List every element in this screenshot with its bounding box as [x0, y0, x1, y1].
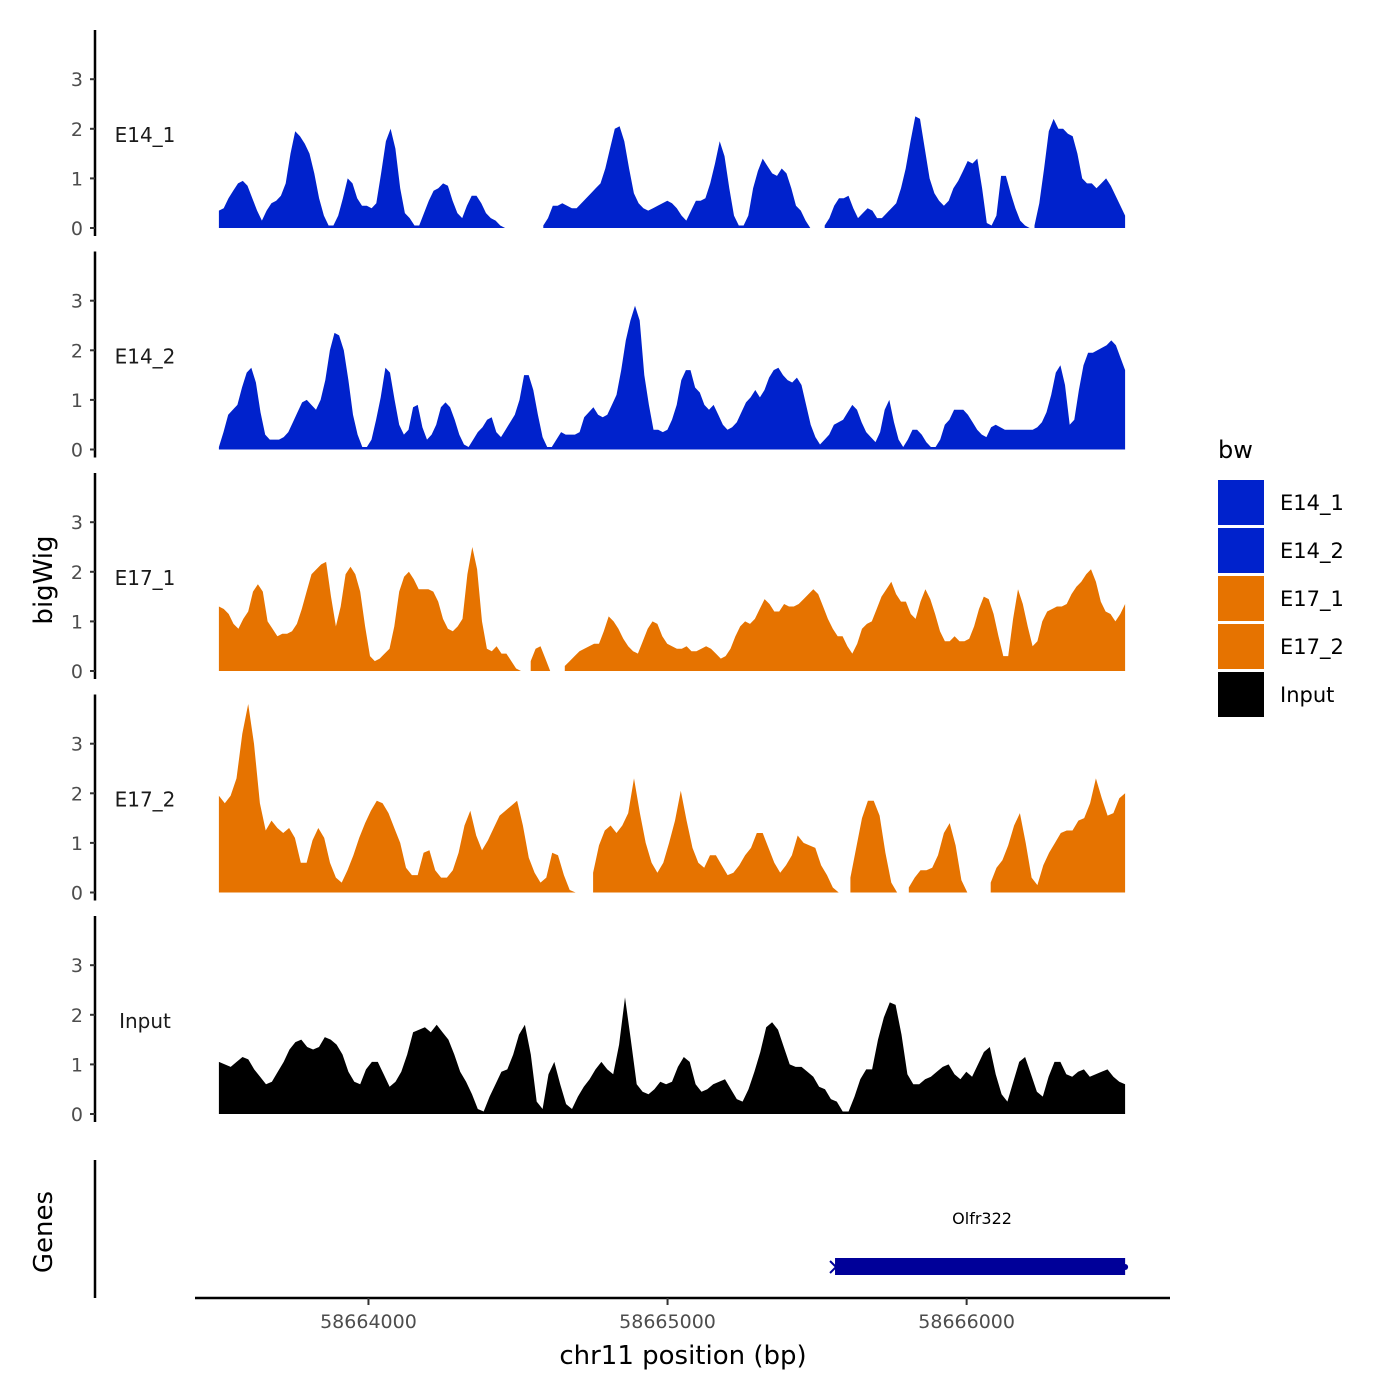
x-axis: 58664000 58665000 58666000 [195, 1296, 1170, 1333]
y-axis-title: bigWig [29, 535, 59, 624]
legend-swatch [1218, 576, 1264, 621]
x-tick-label: 58664000 [320, 1311, 417, 1333]
signal-area [218, 997, 1126, 1114]
legend-label: E17_1 [1280, 587, 1344, 612]
signal-area [218, 547, 1126, 671]
y-tick-label: 0 [71, 883, 83, 905]
track-label: E17_1 [115, 566, 176, 590]
y-tick-label: 1 [71, 168, 83, 190]
y-tick-label: 2 [71, 562, 83, 584]
legend-title: bw [1218, 436, 1253, 464]
y-tick-label: 0 [71, 218, 83, 240]
track-e17-1: 0 1 2 3 E17_1 [71, 473, 1126, 683]
signal-area [218, 116, 1126, 228]
track-label: E14_2 [115, 345, 176, 369]
y-tick-label: 0 [71, 661, 83, 683]
legend-label: E17_2 [1280, 635, 1344, 660]
track-label: Input [119, 1009, 171, 1033]
track-panels: 0 1 2 3 E14_1 0 1 2 3 E14_2 0 1 2 3 E17_1 0 1 2 3 E17_2 0 1 2 3… [71, 30, 1126, 1126]
y-tick-label: 3 [71, 69, 83, 91]
gene-end-mark [1122, 1264, 1129, 1270]
legend-swatch [1218, 528, 1264, 573]
legend-swatch [1218, 480, 1264, 525]
track-label: E14_1 [115, 123, 176, 147]
x-axis-title: chr11 position (bp) [559, 1341, 806, 1371]
y-tick-label: 3 [71, 955, 83, 977]
y-tick-label: 2 [71, 119, 83, 141]
track-e17-2: 0 1 2 3 E17_2 [71, 694, 1126, 905]
y-tick-label: 2 [71, 783, 83, 805]
y-tick-label: 0 [71, 1104, 83, 1126]
x-tick-label: 58665000 [619, 1311, 716, 1333]
legend-swatch [1218, 672, 1264, 717]
y-tick-label: 2 [71, 1005, 83, 1027]
y-tick-label: 1 [71, 611, 83, 633]
y-tick-label: 0 [71, 440, 83, 462]
signal-area [218, 305, 1126, 450]
y-tick-label: 3 [71, 291, 83, 313]
track-e14-1: 0 1 2 3 E14_1 [71, 30, 1126, 240]
legend-label: E14_2 [1280, 539, 1344, 564]
legend-swatch [1218, 624, 1264, 669]
track-input: 0 1 2 3 Input [71, 916, 1126, 1126]
signal-area [218, 704, 1126, 893]
gene-label: Olfr322 [952, 1209, 1012, 1228]
legend-label: Input [1280, 683, 1334, 707]
gene-start-mark [829, 1260, 838, 1274]
genes-axis-title: Genes [29, 1191, 59, 1273]
track-e14-2: 0 1 2 3 E14_2 [71, 251, 1126, 462]
x-tick-label: 58666000 [918, 1311, 1015, 1333]
y-tick-label: 1 [71, 1054, 83, 1076]
y-tick-label: 1 [71, 833, 83, 855]
legend-label: E14_1 [1280, 491, 1344, 516]
y-tick-label: 3 [71, 734, 83, 756]
genes-panel: Olfr322 [93, 1160, 1129, 1298]
y-tick-label: 2 [71, 340, 83, 362]
y-tick-label: 3 [71, 512, 83, 534]
legend: bw E14_1 E14_2 E17_1 E17_2 Input [1218, 436, 1344, 717]
track-label: E17_2 [115, 788, 176, 812]
gene-body [835, 1258, 1126, 1275]
y-tick-label: 1 [71, 390, 83, 412]
